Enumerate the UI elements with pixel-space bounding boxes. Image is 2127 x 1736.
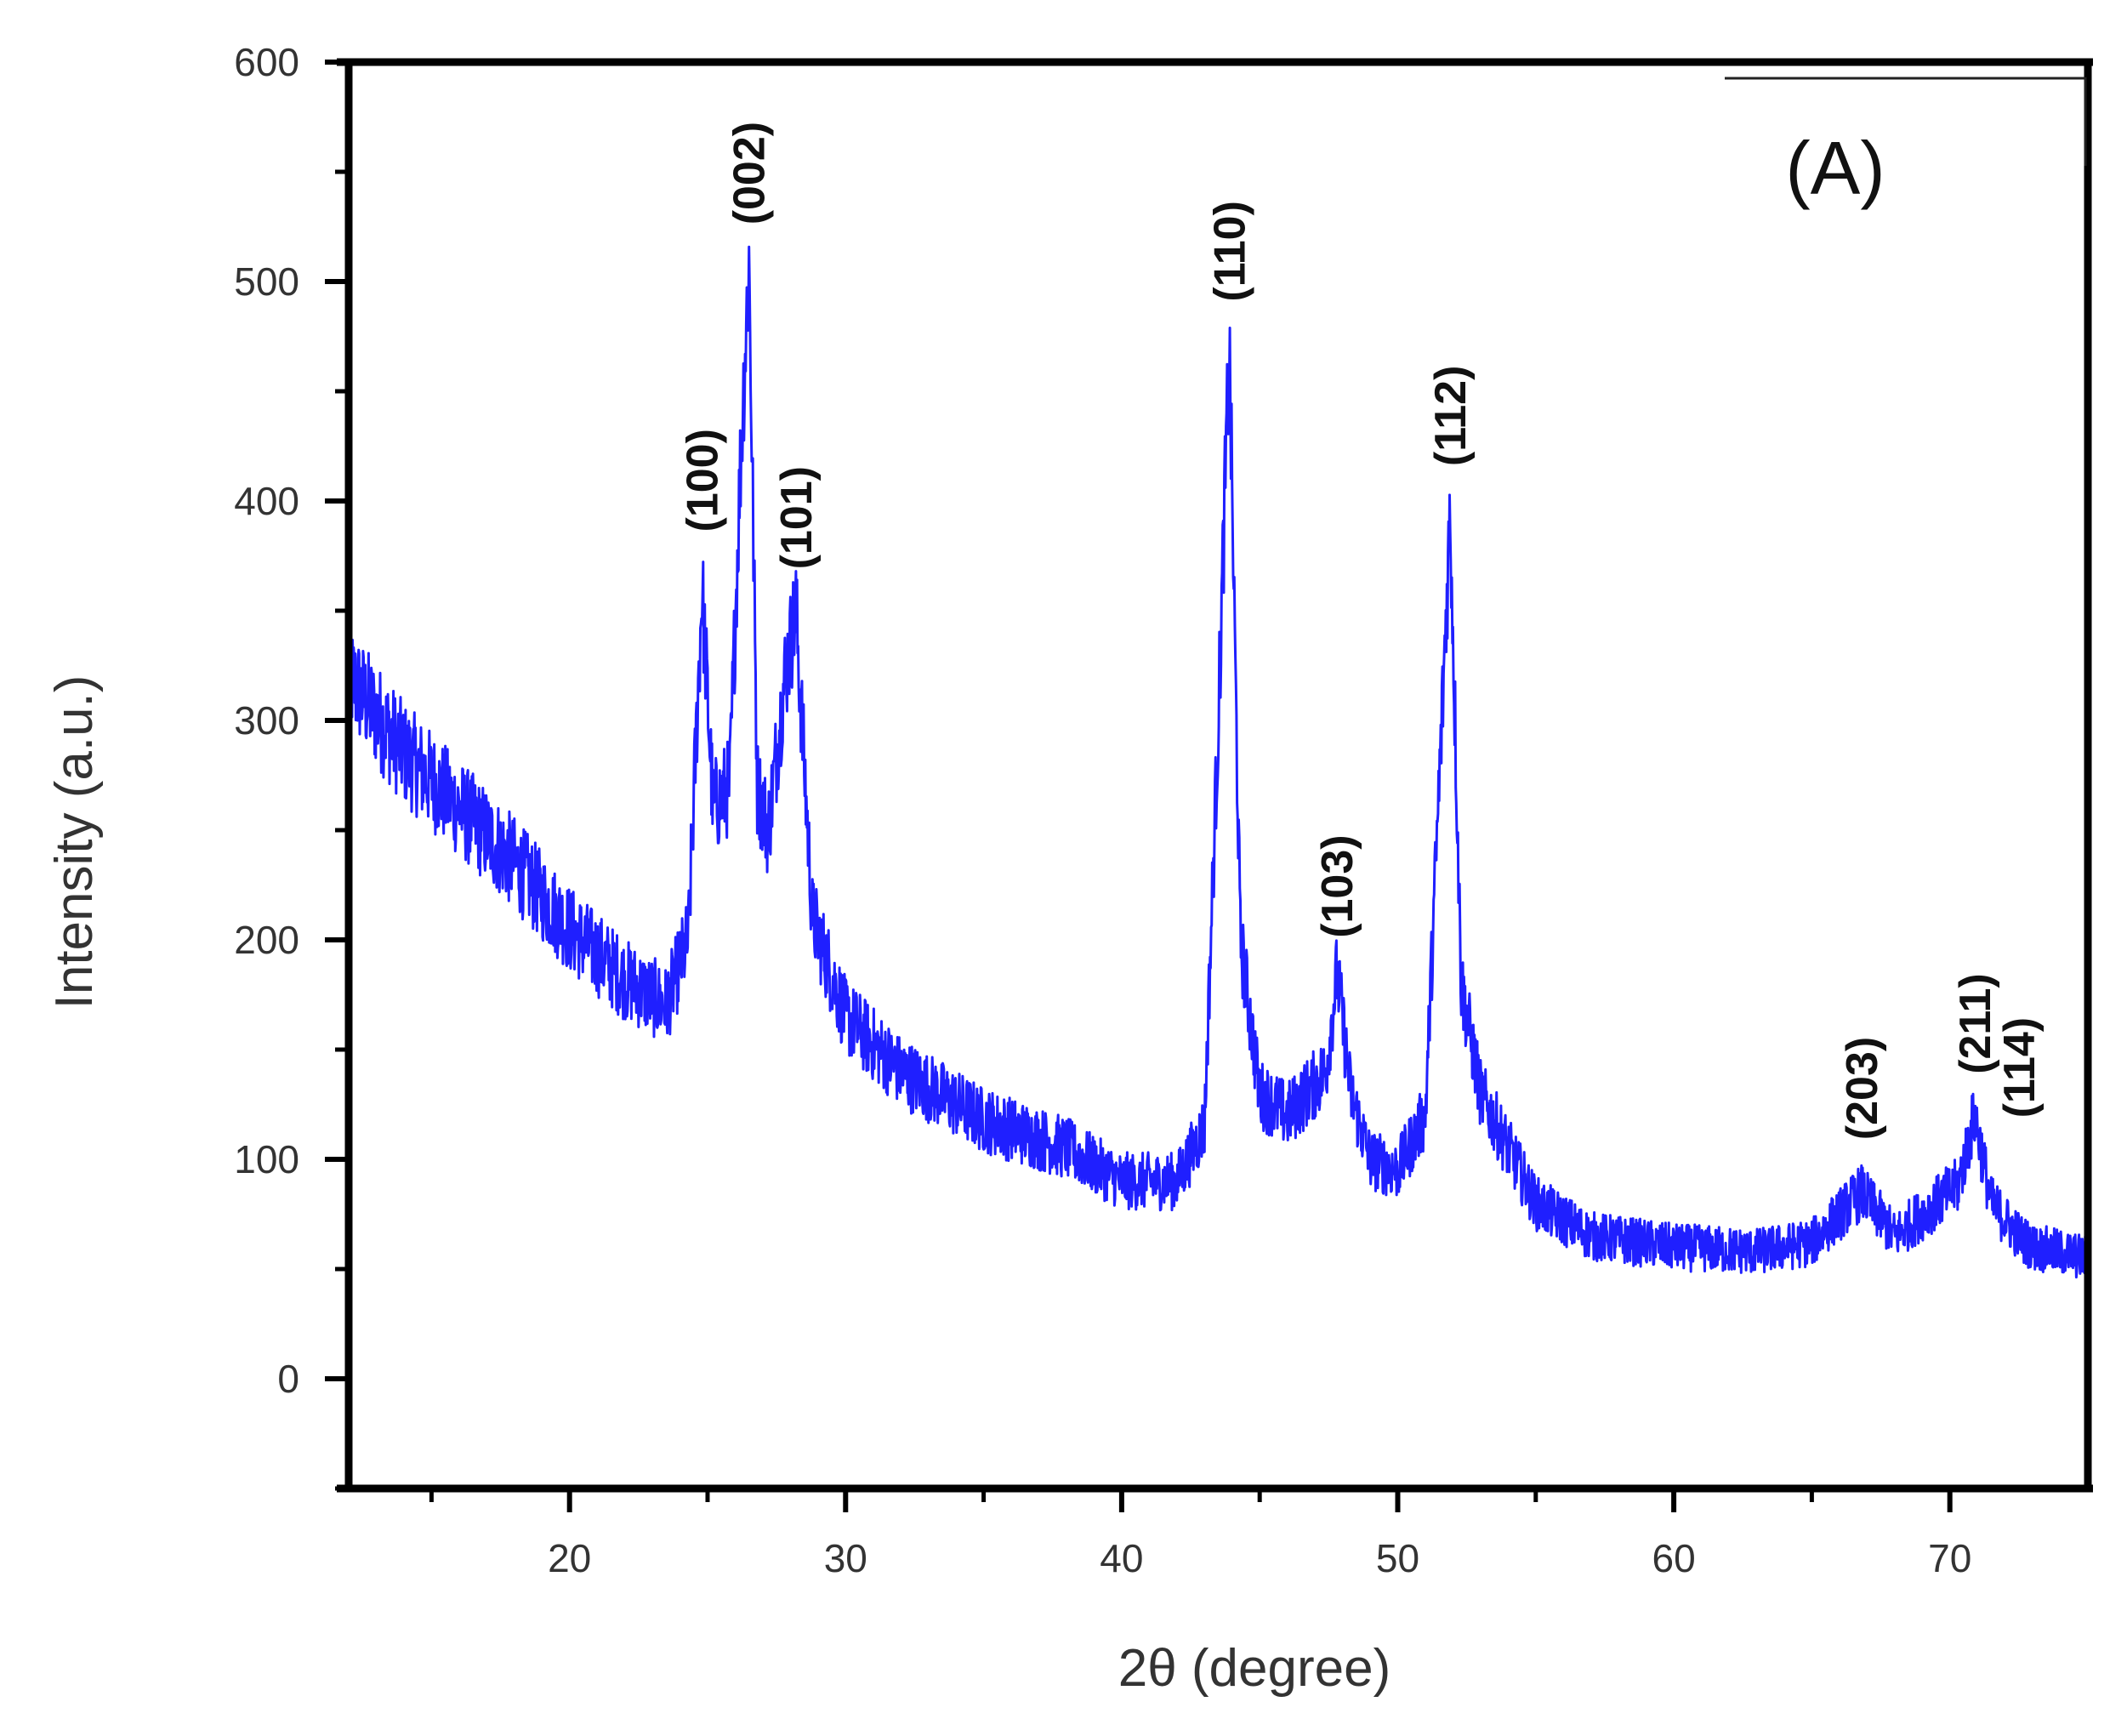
- y-tick-label: 0: [277, 1357, 299, 1401]
- x-tick-label: 30: [824, 1536, 867, 1580]
- peak-label: (101): [772, 466, 822, 569]
- xrd-series-line: [347, 245, 2090, 1279]
- y-tick-label: 400: [234, 479, 299, 523]
- x-tick-label: 40: [1100, 1536, 1143, 1580]
- y-tick-label: 600: [234, 40, 299, 84]
- peak-label: (114): [1995, 1017, 2045, 1118]
- spectrum-line-layer: [347, 245, 2090, 1279]
- peak-label: (103): [1313, 834, 1362, 937]
- y-tick-label: 300: [234, 698, 299, 743]
- y-tick-label: 500: [234, 259, 299, 304]
- axis-ticks: 20 30 40 50 60 70 0 100 200 300 400 500 600: [234, 40, 1971, 1580]
- peak-label: (112): [1426, 366, 1476, 467]
- x-tick-label: 70: [1928, 1536, 1971, 1580]
- inset-frame-fragment: [1725, 77, 2087, 166]
- y-tick-label: 100: [234, 1137, 299, 1181]
- peak-label: (002): [725, 122, 775, 225]
- panel-label: (A): [1785, 126, 1885, 210]
- peak-label: (100): [679, 429, 728, 532]
- y-tick-label: 200: [234, 918, 299, 962]
- peak-label: (110): [1206, 201, 1255, 302]
- x-tick-label: 20: [548, 1536, 591, 1580]
- peak-labels: (100) (002) (101) (110) (103) (112) (203) (211)…: [679, 122, 2045, 1140]
- y-axis-title: Intensity (a.u.): [45, 675, 104, 1010]
- peak-label: (211): [1951, 973, 2000, 1074]
- x-tick-label: 60: [1652, 1536, 1696, 1580]
- x-tick-label: 50: [1376, 1536, 1419, 1580]
- x-axis-title: 2θ (degree): [1118, 1639, 1391, 1698]
- peak-label: (203): [1838, 1037, 1887, 1140]
